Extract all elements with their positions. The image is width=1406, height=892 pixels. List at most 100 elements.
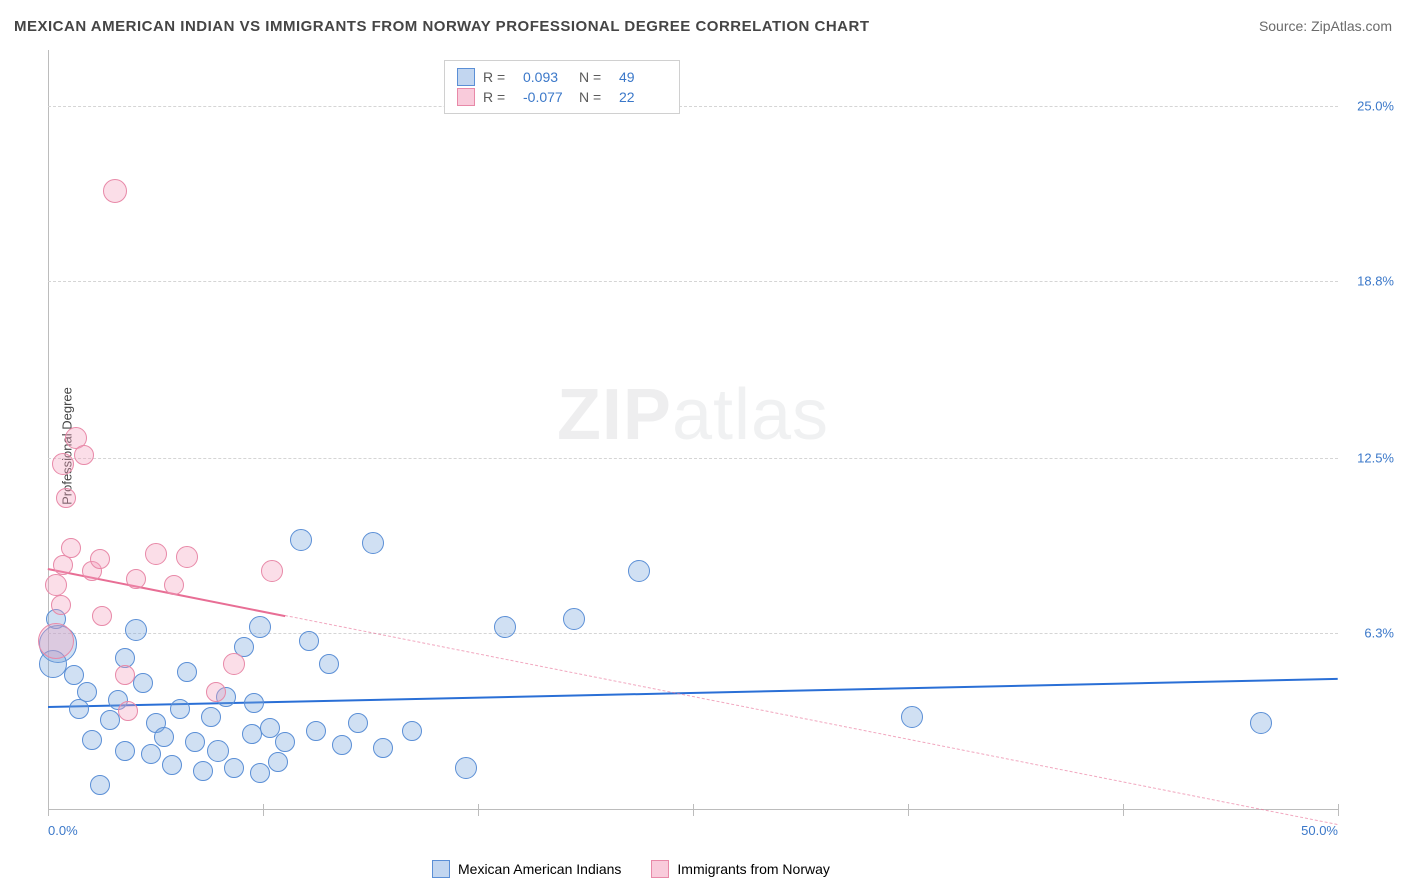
mexican-american-indians-point	[100, 710, 120, 730]
immigrants-from-norway-point	[103, 179, 127, 203]
mexican-american-indians-point	[185, 732, 205, 752]
mexican-american-indians-point	[319, 654, 339, 674]
y-tick-label: 6.3%	[1364, 625, 1394, 640]
immigrants-from-norway-point	[206, 682, 226, 702]
immigrants-from-norway-point	[61, 538, 81, 558]
gridline	[48, 458, 1338, 459]
legend-series-name: Immigrants from Norway	[677, 861, 829, 877]
mexican-american-indians-point	[77, 682, 97, 702]
mexican-american-indians-point	[348, 713, 368, 733]
legend-r-value: -0.077	[523, 87, 571, 107]
source-link[interactable]: ZipAtlas.com	[1311, 18, 1392, 34]
immigrants-from-norway-trend-line-dashed	[285, 615, 1338, 825]
mexican-american-indians-point	[563, 608, 585, 630]
mexican-american-indians-point	[1250, 712, 1272, 734]
legend-r-label: R =	[483, 67, 515, 87]
immigrants-from-norway-point	[145, 543, 167, 565]
legend-series: Mexican American Indians Immigrants from …	[432, 860, 830, 878]
mexican-american-indians-point	[201, 707, 221, 727]
mexican-american-indians-point	[290, 529, 312, 551]
legend-correlation-row: R = -0.077 N = 22	[457, 87, 667, 107]
mexican-american-indians-point	[306, 721, 326, 741]
source-attribution: Source: ZipAtlas.com	[1259, 18, 1392, 34]
mexican-american-indians-point	[901, 706, 923, 728]
x-tick-mark	[693, 804, 694, 816]
y-tick-label: 12.5%	[1357, 451, 1394, 466]
mexican-american-indians-point	[275, 732, 295, 752]
mexican-american-indians-point	[207, 740, 229, 762]
y-tick-label: 25.0%	[1357, 99, 1394, 114]
legend-swatch	[457, 68, 475, 86]
watermark: ZIPatlas	[557, 374, 829, 456]
gridline	[48, 281, 1338, 282]
mexican-american-indians-point	[64, 665, 84, 685]
immigrants-from-norway-point	[118, 701, 138, 721]
legend-n-label: N =	[579, 67, 611, 87]
mexican-american-indians-point	[455, 757, 477, 779]
gridline	[48, 106, 1338, 107]
mexican-american-indians-point	[125, 619, 147, 641]
mexican-american-indians-point	[299, 631, 319, 651]
x-tick-label: 0.0%	[48, 823, 78, 838]
mexican-american-indians-point	[154, 727, 174, 747]
mexican-american-indians-point	[170, 699, 190, 719]
legend-correlation-box: R = 0.093 N = 49 R = -0.077 N = 22	[444, 60, 680, 114]
legend-r-label: R =	[483, 87, 515, 107]
mexican-american-indians-point	[162, 755, 182, 775]
watermark-bold: ZIP	[557, 375, 672, 455]
mexican-american-indians-point	[141, 744, 161, 764]
legend-swatch	[457, 88, 475, 106]
immigrants-from-norway-point	[90, 549, 110, 569]
chart-title: MEXICAN AMERICAN INDIAN VS IMMIGRANTS FR…	[14, 18, 870, 35]
mexican-american-indians-point	[82, 730, 102, 750]
legend-r-value: 0.093	[523, 67, 571, 87]
mexican-american-indians-point	[362, 532, 384, 554]
immigrants-from-norway-point	[45, 574, 67, 596]
mexican-american-indians-point	[193, 761, 213, 781]
legend-n-value: 49	[619, 67, 667, 87]
legend-correlation-row: R = 0.093 N = 49	[457, 67, 667, 87]
mexican-american-indians-point	[115, 741, 135, 761]
y-tick-label: 18.8%	[1357, 273, 1394, 288]
y-axis-line	[48, 50, 49, 810]
mexican-american-indians-point	[250, 763, 270, 783]
immigrants-from-norway-point	[74, 445, 94, 465]
legend-n-value: 22	[619, 87, 667, 107]
mexican-american-indians-point	[249, 616, 271, 638]
mexican-american-indians-point	[402, 721, 422, 741]
immigrants-from-norway-point	[92, 606, 112, 626]
source-prefix: Source:	[1259, 18, 1311, 34]
x-tick-mark	[908, 804, 909, 816]
immigrants-from-norway-point	[52, 453, 74, 475]
x-tick-mark	[478, 804, 479, 816]
immigrants-from-norway-point	[51, 595, 71, 615]
x-tick-mark	[263, 804, 264, 816]
immigrants-from-norway-point	[261, 560, 283, 582]
legend-swatch	[651, 860, 669, 878]
mexican-american-indians-point	[244, 693, 264, 713]
immigrants-from-norway-point	[38, 623, 74, 659]
x-tick-mark	[1123, 804, 1124, 816]
immigrants-from-norway-point	[176, 546, 198, 568]
legend-swatch	[432, 860, 450, 878]
legend-series-name: Mexican American Indians	[458, 861, 621, 877]
mexican-american-indians-point	[628, 560, 650, 582]
mexican-american-indians-point	[332, 735, 352, 755]
legend-series-item: Mexican American Indians	[432, 860, 621, 878]
mexican-american-indians-point	[268, 752, 288, 772]
mexican-american-indians-trend-line	[48, 678, 1338, 708]
watermark-rest: atlas	[672, 375, 829, 455]
immigrants-from-norway-point	[56, 488, 76, 508]
x-tick-label: 50.0%	[1301, 823, 1338, 838]
mexican-american-indians-point	[177, 662, 197, 682]
legend-n-label: N =	[579, 87, 611, 107]
immigrants-from-norway-point	[164, 575, 184, 595]
mexican-american-indians-point	[494, 616, 516, 638]
mexican-american-indians-point	[90, 775, 110, 795]
immigrants-from-norway-point	[126, 569, 146, 589]
mexican-american-indians-point	[373, 738, 393, 758]
mexican-american-indians-point	[133, 673, 153, 693]
mexican-american-indians-point	[242, 724, 262, 744]
mexican-american-indians-point	[224, 758, 244, 778]
plot-area: ZIPatlas 6.3%12.5%18.8%25.0%0.0%50.0%	[48, 50, 1338, 810]
